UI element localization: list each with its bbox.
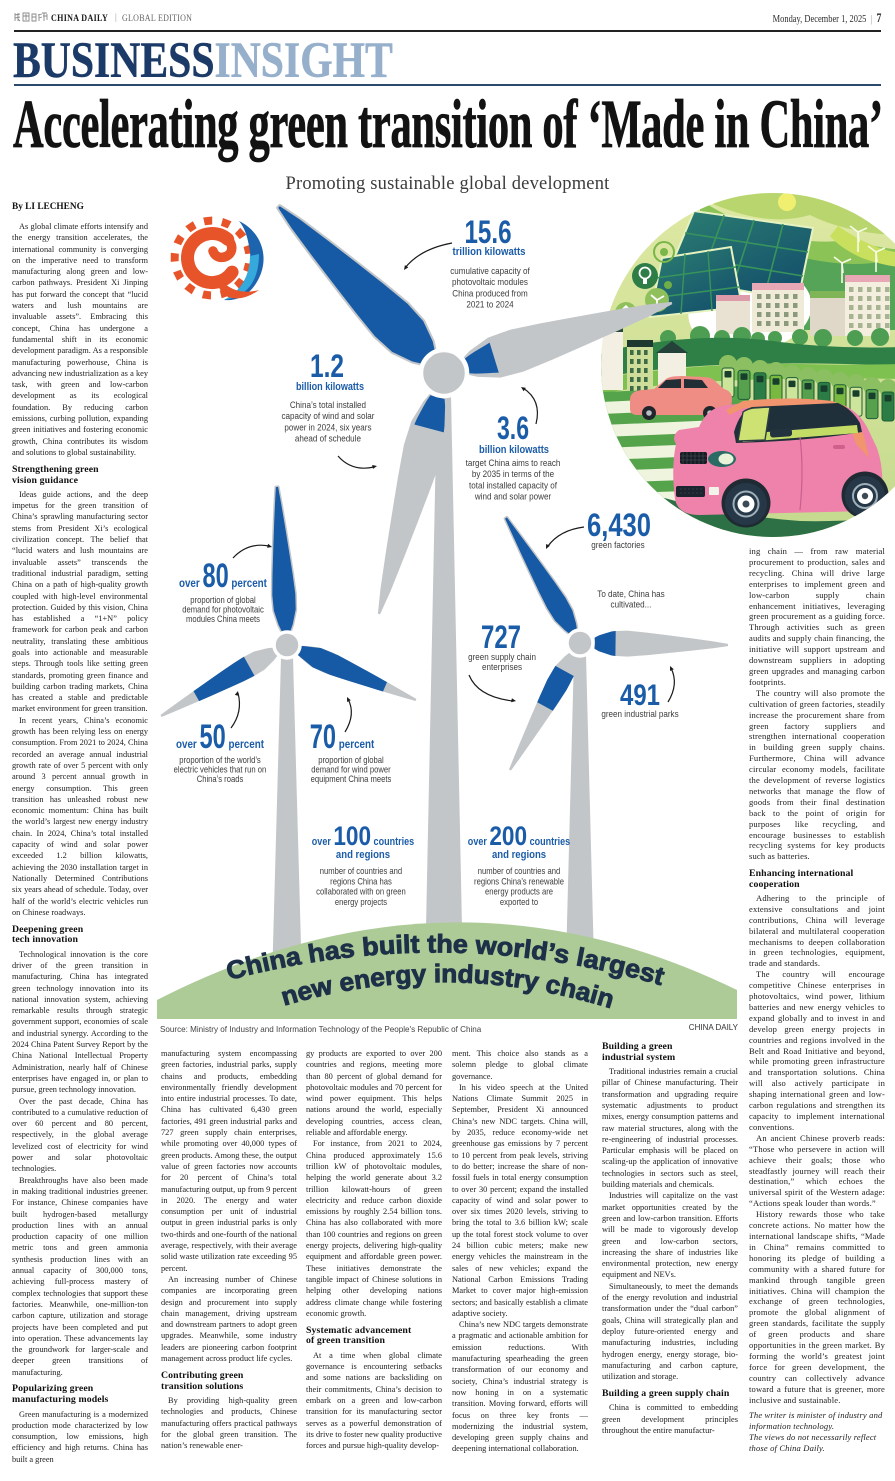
svg-text:3.6: 3.6 — [497, 410, 529, 446]
svg-text:over 50 percent: over 50 percent — [176, 717, 264, 755]
svg-text:billion kilowatts: billion kilowatts — [479, 444, 549, 456]
svg-text:727: 727 — [481, 619, 521, 655]
svg-text:billion kilowatts: billion kilowatts — [296, 381, 364, 393]
svg-text:over 80 percent: over 80 percent — [179, 556, 267, 594]
svg-text:and regions: and regions — [336, 849, 390, 861]
svg-text:trillion kilowatts: trillion kilowatts — [453, 246, 526, 258]
svg-text:and regions: and regions — [492, 849, 546, 861]
svg-text:over 200 countries: over 200 countries — [468, 822, 571, 852]
svg-text:6,430: 6,430 — [587, 507, 651, 543]
svg-text:over 100 countries: over 100 countries — [312, 822, 415, 852]
svg-text:green factories: green factories — [591, 539, 645, 550]
svg-text:491: 491 — [620, 679, 660, 712]
svg-text:15.6: 15.6 — [465, 214, 512, 250]
svg-text:green industrial parks: green industrial parks — [601, 708, 679, 719]
svg-text:1.2: 1.2 — [310, 348, 344, 384]
svg-text:70 percent: 70 percent — [310, 717, 375, 755]
